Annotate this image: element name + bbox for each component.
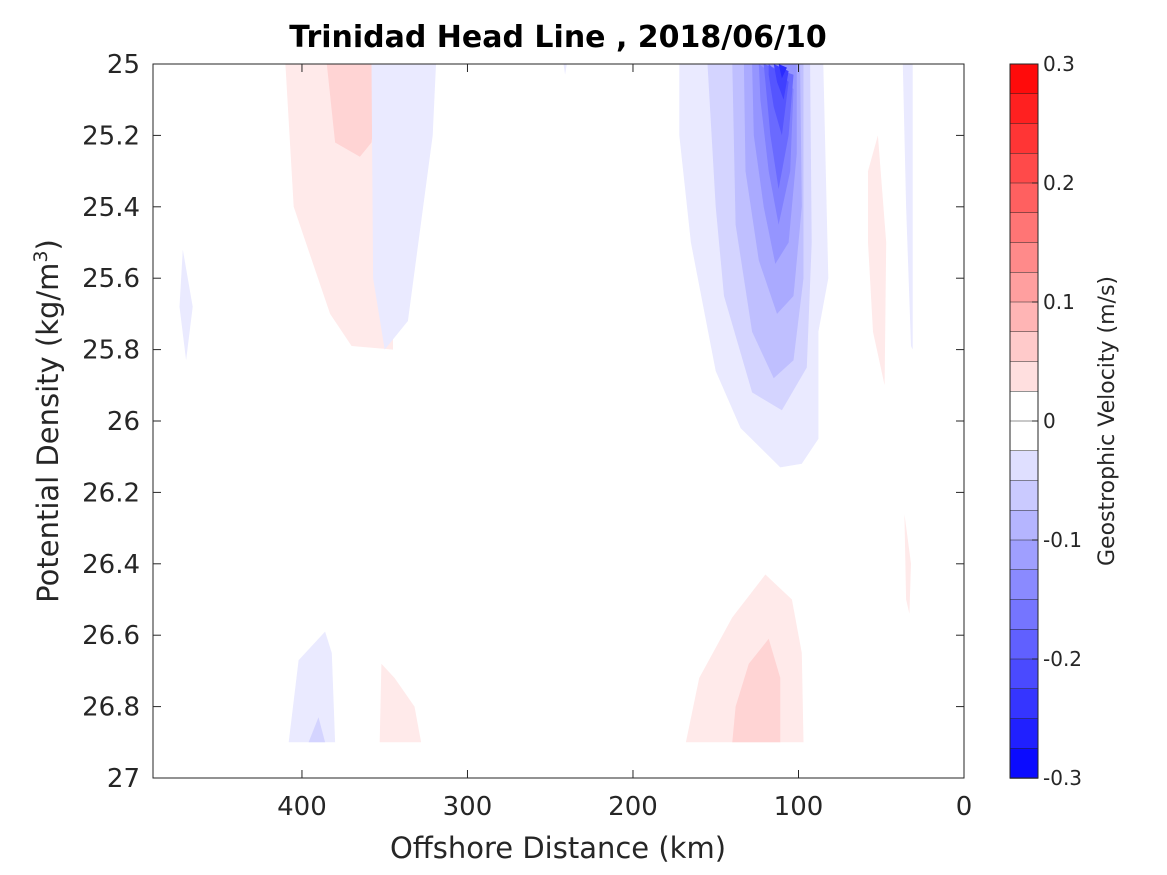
colorbar-segment: [1009, 361, 1039, 392]
colorbar-segment: [1009, 510, 1039, 541]
contour-region-14: [778, 64, 787, 79]
colorbar-segment: [1009, 182, 1039, 214]
plot-area: [153, 64, 964, 778]
y-tick-label: 26: [107, 407, 140, 437]
contour-region-15: [902, 64, 913, 350]
contour-region-17: [904, 513, 911, 614]
colorbar-segment: [1009, 658, 1039, 690]
colorbar-label: Geostrophic Velocity (m/s): [1095, 276, 1120, 566]
y-tick-label: 27: [107, 764, 140, 794]
y-tick-label: 25.8: [82, 336, 140, 366]
colorbar-ticks: 0.3 0.2 0.1 0 -0.1 -0.2 -0.3: [1032, 52, 1082, 790]
y-tick-label: 26.2: [82, 478, 140, 508]
colorbar-segment: [1009, 63, 1039, 95]
colorbar-segment: [1009, 391, 1039, 422]
y-tick-label: 26.8: [82, 693, 140, 723]
colorbar-segment: [1009, 748, 1039, 779]
x-tick-label: 200: [608, 792, 658, 822]
colorbar-segment: [1009, 93, 1039, 125]
contour-region-1: [326, 64, 382, 157]
contour-region-13: [773, 64, 789, 100]
y-tick-label: 25.4: [82, 193, 140, 223]
contour-region-3: [179, 249, 193, 361]
colorbar-segment: [1009, 123, 1039, 154]
colorbar-segment: [1009, 420, 1039, 452]
colorbar-tick-label: 0.2: [1043, 171, 1075, 195]
chart-title: Trinidad Head Line , 2018/06/10: [289, 20, 826, 55]
contour-region-16: [868, 135, 887, 386]
colorbar-segment: [1009, 301, 1039, 333]
colorbar-segment: [1009, 331, 1039, 363]
colorbar-segment: [1009, 539, 1039, 571]
x-axis: 400 300 200 100 0: [277, 64, 972, 822]
y-tick-label: 26.6: [82, 621, 140, 651]
y-tick-label: 25.6: [82, 264, 140, 294]
contour-region-20: [379, 663, 422, 743]
y-axis-label-sup: 3: [30, 250, 52, 262]
colorbar-segment: [1009, 212, 1039, 244]
x-tick-label: 100: [774, 792, 824, 822]
colorbar-segment: [1009, 688, 1039, 720]
x-tick-label: 300: [443, 792, 493, 822]
contour-layer: [179, 64, 913, 743]
contour-region-4: [563, 64, 567, 75]
colorbar-tick-label: 0: [1043, 409, 1056, 433]
contour-region-2: [371, 64, 436, 350]
colorbar-segment: [1009, 480, 1039, 511]
colorbar-segment: [1009, 569, 1039, 601]
y-axis-label: Potential Density (kg/m3): [30, 239, 65, 603]
colorbar-tick-label: 0.1: [1043, 290, 1075, 314]
y-tick-label: 26.4: [82, 550, 140, 580]
colorbar-segment: [1009, 450, 1039, 482]
y-axis: 25 25.2 25.4 25.6 25.8 26 26.2 26.4 26.6 26.8 27: [82, 50, 964, 794]
colorbar-segment: [1009, 718, 1039, 749]
colorbar: [1009, 63, 1039, 779]
colorbar-tick-label: -0.3: [1043, 766, 1082, 790]
y-axis-label-end: ): [31, 239, 65, 250]
x-tick-label: 0: [956, 792, 973, 822]
colorbar-segment: [1009, 153, 1039, 184]
contour-region-18: [288, 631, 336, 743]
colorbar-segment: [1009, 242, 1039, 273]
colorbar-segment: [1009, 599, 1039, 630]
y-axis-label-main: Potential Density (kg/m: [31, 263, 65, 603]
colorbar-segment: [1009, 629, 1039, 660]
colorbar-tick-label: -0.2: [1043, 647, 1082, 671]
x-axis-label: Offshore Distance (km): [390, 831, 726, 865]
x-tick-label: 400: [277, 792, 327, 822]
contour-region-22: [732, 638, 781, 743]
colorbar-segment: [1009, 272, 1039, 303]
colorbar-tick-label: -0.1: [1043, 528, 1082, 552]
y-tick-label: 25.2: [82, 121, 140, 151]
contour-region-19: [308, 717, 326, 743]
colorbar-tick-label: 0.3: [1043, 52, 1075, 76]
y-tick-label: 25: [107, 50, 140, 80]
